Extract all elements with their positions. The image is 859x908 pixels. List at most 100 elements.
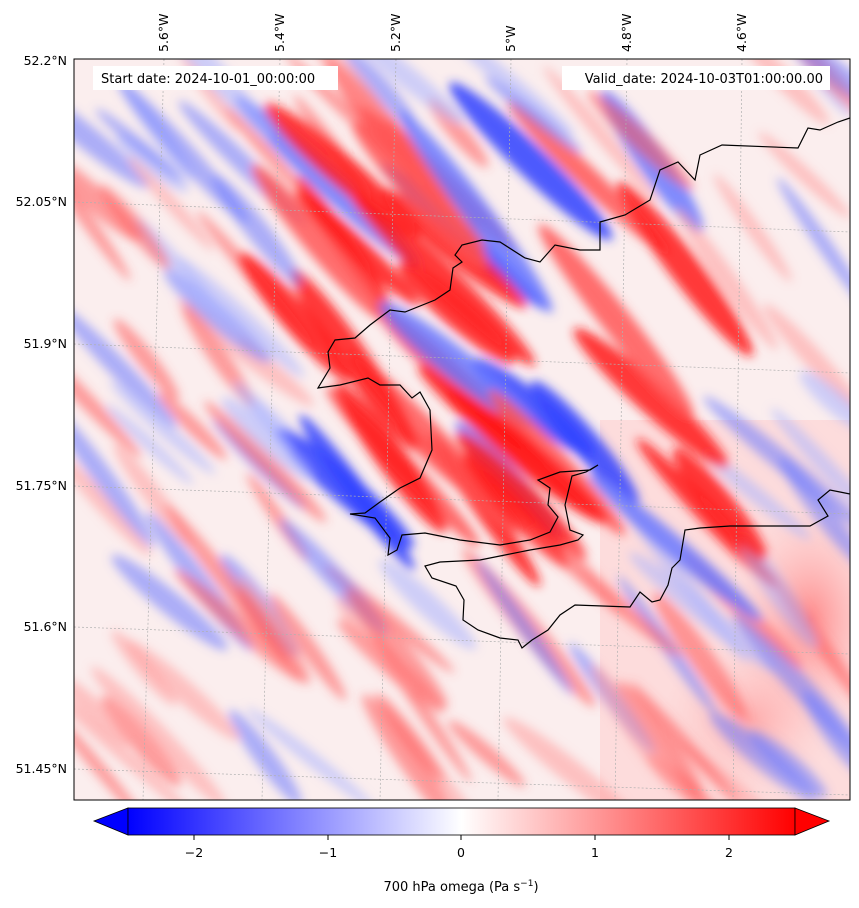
- lat-label: 51.45°N: [16, 761, 67, 776]
- ascent-band: [591, 664, 680, 793]
- descent-band: [732, 613, 850, 759]
- colorbar-tick-label: 1: [591, 845, 599, 860]
- ascent-band: [447, 390, 608, 524]
- latitude-labels: 52.2°N 52.05°N 51.9°N 51.75°N 51.6°N 51.…: [16, 53, 67, 776]
- ascent-band: [506, 100, 668, 255]
- lat-label: 51.6°N: [24, 619, 67, 634]
- ascent-band: [573, 328, 729, 468]
- ascent-band: [653, 591, 748, 721]
- ascent-band: [379, 187, 527, 309]
- descent-band: [74, 81, 150, 189]
- descent-band: [431, 59, 575, 137]
- ascent-band: [74, 677, 132, 747]
- ascent-band: [74, 450, 152, 557]
- descent-band: [221, 397, 313, 481]
- colorbar-ticks: [193, 835, 730, 840]
- descent-band: [228, 709, 302, 800]
- map-frame: [73, 58, 851, 801]
- ascent-band: [376, 693, 445, 781]
- omega-field: [74, 59, 850, 800]
- map-panel: Start date: 2024-10-01_00:00:00 Valid_da…: [73, 58, 851, 801]
- colorbar: −2 −1 0 1 2 700 hPa omega (Pa s−1): [92, 807, 831, 895]
- ascent-band: [617, 681, 704, 799]
- descent-band: [749, 730, 828, 798]
- ascent-band: [763, 303, 850, 416]
- ascent-band: [127, 156, 215, 251]
- ascent-band: [101, 695, 182, 787]
- descent-band: [275, 428, 415, 549]
- descent-band: [588, 473, 763, 622]
- start-date-box: Start date: 2024-10-01_00:00:00: [93, 66, 338, 90]
- descent-band: [702, 450, 811, 540]
- omega-bands: [74, 59, 850, 800]
- colorbar-tick-label: 0: [457, 845, 465, 860]
- lon-label: 4.6°W: [734, 14, 749, 53]
- descent-band: [234, 381, 294, 453]
- descent-band: [74, 303, 177, 429]
- descent-band: [212, 174, 302, 286]
- colorbar-tick-label: −2: [185, 845, 203, 860]
- ascent-band: [456, 431, 587, 561]
- ascent-band: [397, 262, 515, 365]
- ascent-band: [125, 639, 240, 741]
- descent-band: [485, 76, 582, 154]
- lat-label: 52.05°N: [16, 194, 67, 209]
- ascent-band: [74, 146, 131, 281]
- descent-band: [95, 108, 182, 182]
- lat-label: 51.75°N: [16, 478, 67, 493]
- descent-band: [105, 403, 194, 485]
- ascent-band: [447, 720, 526, 787]
- ascent-band: [113, 318, 180, 401]
- ascent-band: [713, 174, 792, 282]
- ascent-band: [157, 391, 227, 460]
- ascent-band: [538, 224, 694, 417]
- colorbar-tick-label: −1: [319, 845, 337, 860]
- colorbar-tick-label: 2: [725, 845, 733, 860]
- ascent-band: [74, 330, 142, 458]
- ascent-band: [264, 103, 420, 238]
- ascent-band: [587, 90, 694, 191]
- colorbar-body: [127, 807, 796, 836]
- descent-band: [111, 554, 228, 651]
- ascent-band: [237, 575, 303, 657]
- valid-date-box: Valid_date: 2024-10-03T01:00:00.00: [562, 66, 830, 90]
- colorbar-extend-low: [92, 807, 129, 836]
- ascent-band: [239, 252, 351, 382]
- descent-band: [737, 534, 818, 649]
- lon-label: 4.8°W: [619, 14, 634, 53]
- ascent-band: [352, 121, 489, 267]
- longitude-labels: 5.6°W 5.4°W 5.2°W 5°W 4.8°W 4.6°W: [156, 14, 749, 53]
- lat-label: 52.2°N: [24, 53, 67, 68]
- descent-band: [339, 59, 465, 125]
- descent-band: [799, 370, 850, 434]
- ascent-band: [630, 681, 744, 800]
- coastline: [316, 117, 850, 649]
- ascent-band: [111, 630, 177, 706]
- ascent-band: [758, 132, 850, 219]
- descent-band: [379, 559, 477, 650]
- descent-band: [783, 59, 850, 123]
- ascent-band: [543, 66, 659, 203]
- descent-band: [475, 559, 574, 695]
- ascent-band: [269, 593, 347, 701]
- ascent-band: [74, 155, 142, 242]
- ascent-band: [526, 527, 681, 657]
- descent-band: [74, 405, 155, 548]
- colorbar-label: 700 hPa omega (Pa s−1): [383, 879, 538, 895]
- lat-label: 51.9°N: [24, 336, 67, 351]
- valid-date-text: Valid_date: 2024-10-03T01:00:00.00: [585, 72, 823, 87]
- descent-band: [399, 110, 553, 313]
- ascent-band: [291, 269, 418, 451]
- lon-label: 5.2°W: [388, 14, 403, 53]
- descent-band: [779, 457, 850, 575]
- descent-band: [771, 408, 850, 532]
- ascent-band: [348, 190, 536, 366]
- colorbar-extend-high: [794, 807, 831, 836]
- start-date-text: Start date: 2024-10-01_00:00:00: [101, 72, 315, 87]
- ascent-band: [251, 164, 384, 321]
- ascent-band: [164, 504, 290, 663]
- lon-label: 5.6°W: [156, 14, 171, 53]
- ascent-band: [74, 707, 146, 800]
- ascent-band: [225, 106, 313, 202]
